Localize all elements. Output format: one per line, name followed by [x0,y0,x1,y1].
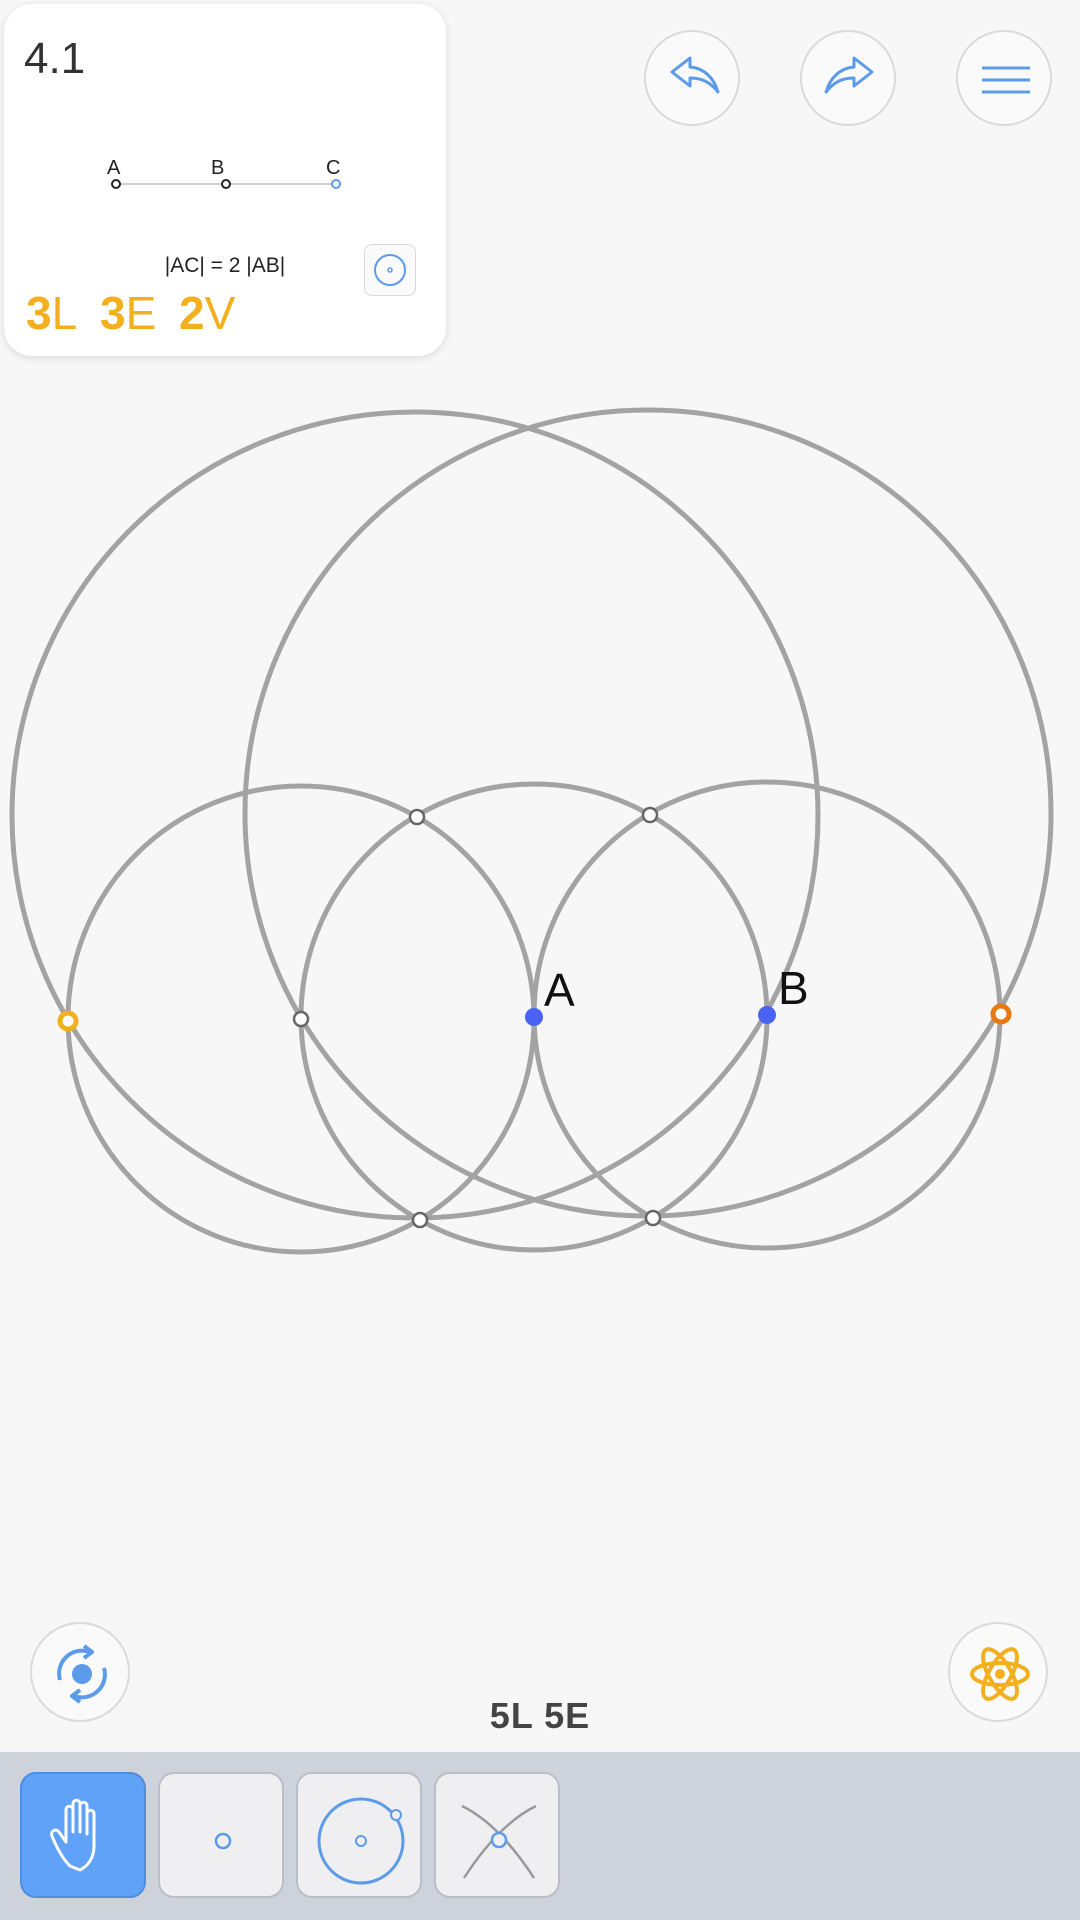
undo-button[interactable] [644,30,740,126]
target-euclid-unit: E [125,287,157,339]
circle-preview-icon [374,254,406,286]
rotate-view-icon [57,1644,107,1704]
point-tool[interactable] [158,1772,284,1898]
hamburger-menu-icon [982,66,1030,94]
undo-arrow-icon [670,56,720,94]
intersection-point[interactable] [411,1211,429,1229]
circle-icon [317,1797,405,1885]
rotate-view-button[interactable] [30,1622,130,1722]
goal-text: |AC| = 2 |AB| [164,254,286,277]
target-v-count: 2 [179,287,205,339]
target-v-unit: V [204,287,236,339]
intersection-point[interactable] [641,806,659,824]
point-a-label: A [544,964,575,1016]
level-target-score: 3L 3E 2V [26,286,245,340]
goal-label-a: A [107,157,121,179]
tool-bar [0,1752,1080,1920]
goal-label-c: C [326,157,340,179]
point-b[interactable] [758,1006,776,1024]
intersection-point[interactable] [292,1010,310,1028]
goal-point-b [221,179,231,189]
level-card: 4.1 A B C |AC| = 2 |AB| 3L 3E 2V [4,4,446,356]
point-icon [214,1832,232,1850]
intersection-point[interactable] [644,1209,662,1227]
hand-icon [50,1798,96,1872]
goal-toggle-button[interactable] [364,244,416,296]
move-tool[interactable] [20,1772,146,1898]
goal-diagram: A B C [107,157,341,189]
intersection-point[interactable] [408,808,426,826]
intersect-tool[interactable] [434,1772,560,1898]
circle-tool[interactable] [296,1772,422,1898]
atom-hint-icon [970,1647,1030,1701]
level-number: 4.1 [24,34,86,83]
hint-button[interactable] [948,1622,1048,1722]
goal-target-point[interactable] [57,1010,79,1032]
intersection-icon [461,1804,537,1879]
construction-canvas[interactable]: A B [0,380,1080,1280]
target-euclid-count: 3 [99,287,126,339]
point-a[interactable] [525,1008,543,1026]
redo-arrow-icon [824,56,874,94]
goal-label-b: B [211,157,224,179]
current-score: 5L 5E [489,1695,591,1736]
constructed-point-c[interactable] [990,1003,1012,1025]
redo-button[interactable] [800,30,896,126]
target-lines-unit: L [51,287,78,339]
menu-button[interactable] [956,30,1052,126]
target-lines-count: 3 [26,287,52,339]
goal-point-a [111,179,121,189]
goal-point-c [331,179,341,189]
point-b-label: B [778,962,809,1014]
